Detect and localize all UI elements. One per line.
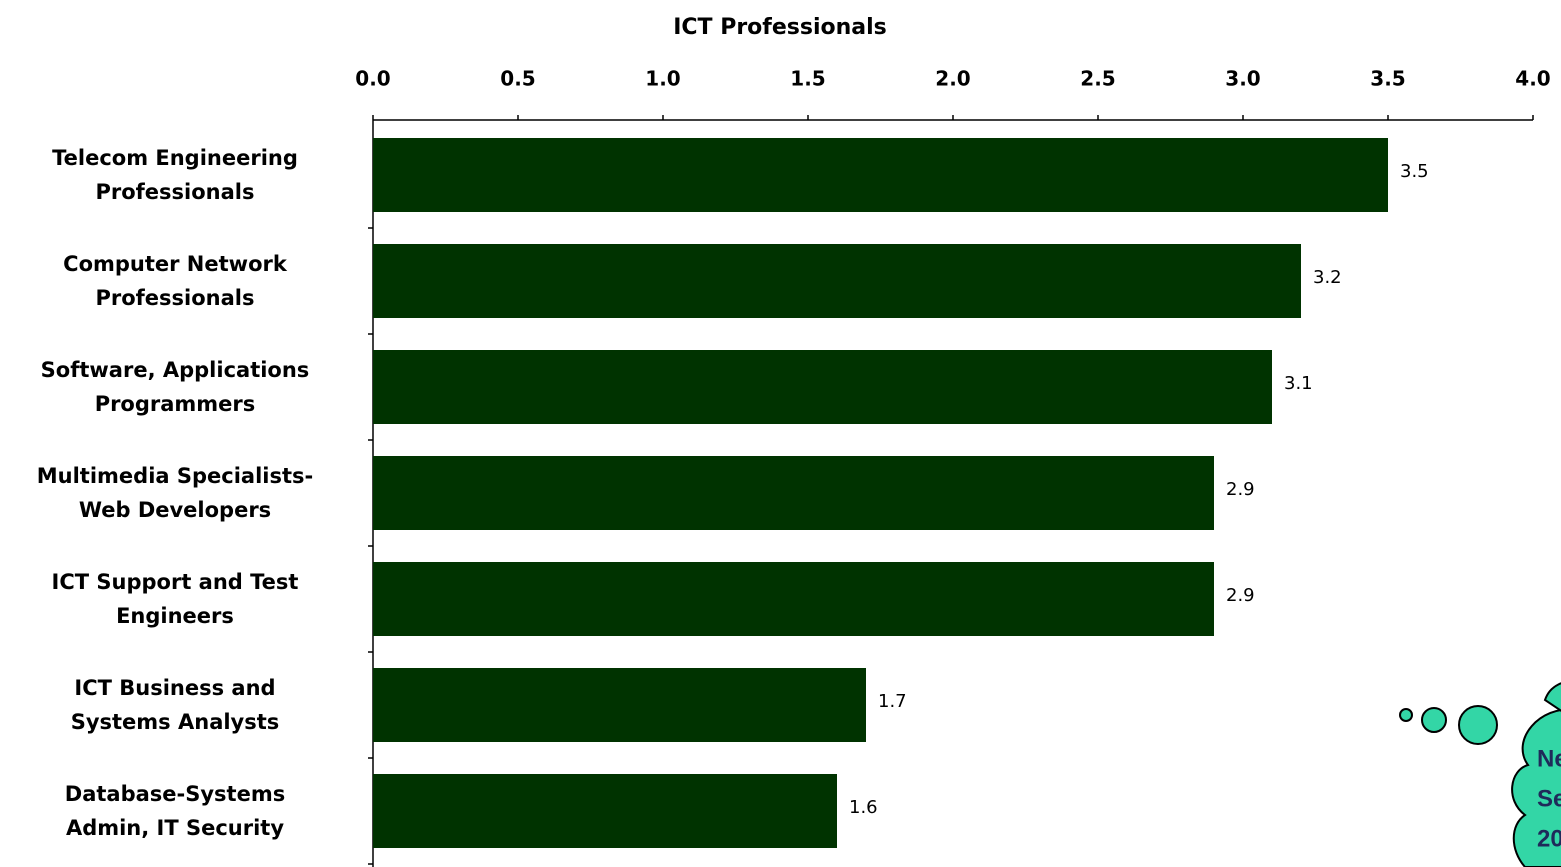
value-label: 2.9 [1226, 585, 1255, 606]
x-tick-label: 4.0 [1515, 67, 1550, 91]
x-tick-label: 3.0 [1225, 67, 1260, 91]
value-label: 3.1 [1284, 373, 1313, 394]
bar [373, 774, 837, 848]
bar [373, 138, 1388, 212]
annotation: New for [1537, 745, 1561, 772]
annotation: September [1537, 785, 1561, 812]
y-tick-label: Multimedia Specialists- Web Developers [36, 464, 314, 522]
value-label: 3.5 [1400, 161, 1429, 182]
bar [373, 562, 1214, 636]
y-tick-label: ICT Support and Test Engineers [51, 570, 299, 628]
x-tick-label: 3.5 [1370, 67, 1405, 91]
y-tick-label: Telecom Engineering Professionals [52, 146, 298, 204]
bar [373, 456, 1214, 530]
value-label: 1.6 [849, 797, 878, 818]
x-tick-label: 2.5 [1080, 67, 1115, 91]
value-label: 2.9 [1226, 479, 1255, 500]
x-tick-label: 0.0 [355, 67, 390, 91]
x-tick-label: 2.0 [935, 67, 970, 91]
y-tick-label: Computer Network Professionals [63, 252, 287, 310]
y-tick-label: ICT Business and Systems Analysts [70, 676, 280, 734]
value-label: 3.2 [1313, 267, 1342, 288]
x-tick-label: 0.5 [500, 67, 535, 91]
value-label: 1.7 [878, 691, 907, 712]
y-tick-label: Database-Systems Admin, IT Security [64, 782, 286, 840]
annotation-cloud [1399, 682, 1561, 867]
bar [373, 668, 866, 742]
x-tick-label: 1.5 [790, 67, 825, 91]
x-tick-label: 1.0 [645, 67, 680, 91]
annotation: 2011 [1537, 825, 1561, 852]
bar [373, 350, 1272, 424]
bar [373, 244, 1301, 318]
chart-title: ICT Professionals [673, 15, 887, 40]
y-tick-label: Software, Applications Programmers [40, 358, 310, 416]
